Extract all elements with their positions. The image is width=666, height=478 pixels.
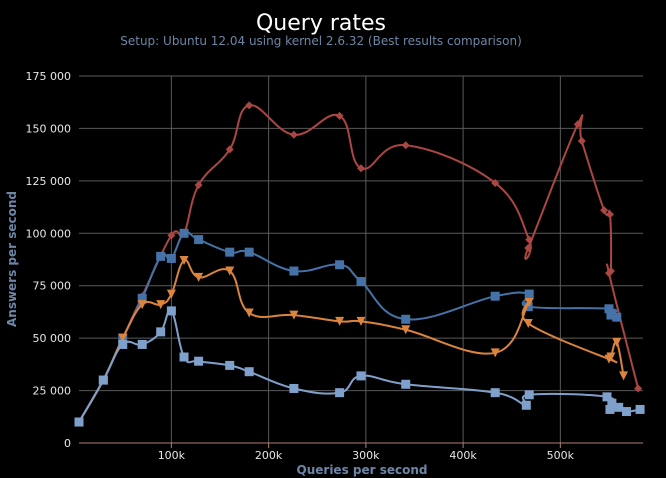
data-point <box>166 306 176 316</box>
data-point <box>491 178 500 187</box>
data-point <box>245 101 254 110</box>
data-point <box>523 318 533 328</box>
data-point <box>490 348 500 358</box>
data-point <box>166 253 176 263</box>
data-point <box>606 352 616 362</box>
chart-subtitle: Setup: Ubuntu 12.04 using kernel 2.6.32 … <box>120 34 522 48</box>
data-point <box>356 371 366 381</box>
data-point <box>179 256 189 266</box>
data-point <box>523 302 533 312</box>
data-point <box>289 130 298 139</box>
data-point <box>490 388 500 398</box>
data-point <box>194 235 204 245</box>
grid-lines <box>79 75 643 443</box>
data-point <box>244 367 254 377</box>
data-point <box>401 325 411 335</box>
data-point <box>401 141 410 150</box>
y-tick-label: 0 <box>64 437 71 450</box>
y-tick-label: 75 000 <box>33 280 72 293</box>
data-point <box>194 356 204 366</box>
data-point <box>167 231 176 240</box>
data-point <box>635 404 645 414</box>
data-point <box>521 400 531 410</box>
data-point <box>524 297 534 307</box>
data-point <box>289 310 299 320</box>
data-point <box>156 300 166 310</box>
data-point <box>335 111 344 120</box>
data-point <box>179 228 189 238</box>
data-point <box>118 339 128 349</box>
data-point <box>156 251 166 261</box>
data-point <box>524 390 534 400</box>
data-point <box>524 289 534 299</box>
data-point <box>604 269 613 278</box>
data-point <box>335 260 345 270</box>
data-point <box>524 243 533 252</box>
data-point <box>357 164 365 173</box>
data-point <box>98 375 108 385</box>
y-tick-label: 50 000 <box>33 332 72 345</box>
data-point <box>244 247 254 257</box>
x-tick-label: 400k <box>449 449 477 462</box>
data-point <box>604 304 614 314</box>
series-layer <box>74 101 645 427</box>
y-axis-label: Answers per second <box>5 191 19 327</box>
data-point <box>156 327 166 337</box>
data-point <box>289 383 299 393</box>
y-tick-label: 175 000 <box>26 70 72 83</box>
x-tick-label: 500k <box>547 449 575 462</box>
data-point <box>612 312 622 322</box>
data-point <box>605 210 614 219</box>
data-point <box>525 235 534 244</box>
y-tick-label: 100 000 <box>26 227 72 240</box>
axes: 0 25 000 50 000 75 000 100 000 125 000 150 000… <box>26 70 643 462</box>
data-point <box>607 398 617 408</box>
data-point <box>74 417 84 427</box>
data-point <box>634 384 643 393</box>
data-point <box>194 272 204 282</box>
data-point <box>619 371 629 381</box>
data-point <box>137 300 147 310</box>
data-point <box>621 407 631 417</box>
data-point <box>605 404 615 414</box>
x-axis-label: Queries per second <box>297 463 428 477</box>
data-point <box>573 120 582 129</box>
data-point <box>137 293 147 303</box>
data-point <box>577 137 586 146</box>
data-point <box>118 333 128 343</box>
chart-title: Query rates <box>256 11 386 36</box>
data-point <box>137 339 147 349</box>
series-line <box>78 259 625 423</box>
data-point <box>225 145 234 154</box>
data-point <box>194 181 203 190</box>
data-point <box>612 337 622 347</box>
y-tick-label: 125 000 <box>26 175 72 188</box>
data-point <box>600 206 609 215</box>
series-4 <box>74 306 645 427</box>
data-point <box>490 291 500 301</box>
data-point <box>225 247 235 257</box>
data-point <box>335 316 345 326</box>
x-tick-label: 100k <box>158 449 186 462</box>
data-point <box>179 352 189 362</box>
x-tick-label: 200k <box>255 449 283 462</box>
data-point <box>401 379 411 389</box>
data-point <box>356 316 366 326</box>
data-point <box>356 277 366 287</box>
x-tick-label: 300k <box>352 449 380 462</box>
data-point <box>606 310 616 320</box>
data-point <box>401 314 411 324</box>
y-tick-label: 150 000 <box>26 122 72 135</box>
data-point <box>225 360 235 370</box>
data-point <box>225 266 235 276</box>
data-point <box>335 388 345 398</box>
data-point <box>244 308 254 318</box>
data-point <box>289 266 299 276</box>
data-point <box>166 289 176 299</box>
y-tick-label: 25 000 <box>33 385 72 398</box>
data-point <box>614 402 624 412</box>
data-point <box>602 392 612 402</box>
